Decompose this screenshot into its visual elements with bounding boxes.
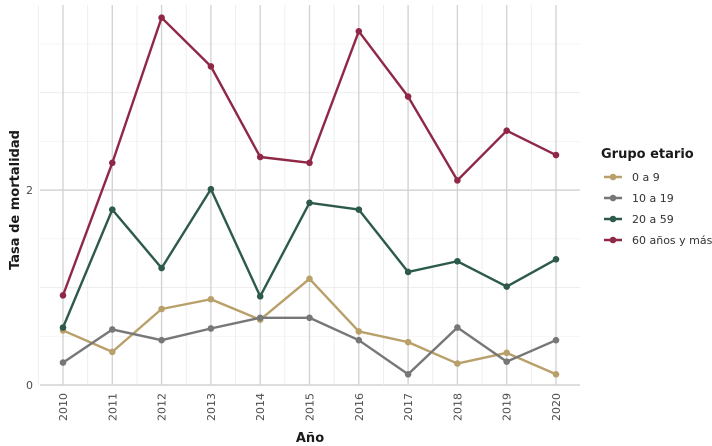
- legend-label: 60 años y más: [632, 234, 712, 247]
- data-point: [207, 295, 215, 303]
- data-point: [454, 177, 461, 184]
- data-point: [109, 326, 116, 333]
- x-axis-ticks: 2010 2011 2012 2013 2014 2015 2016 2017 2018 2019…: [57, 393, 563, 421]
- x-tick-label: 2013: [205, 393, 218, 421]
- x-tick-label: 2019: [501, 393, 514, 421]
- data-point: [552, 336, 560, 344]
- series-group: [59, 14, 560, 299]
- data-point: [454, 360, 461, 367]
- data-point: [503, 349, 511, 357]
- data-point: [59, 324, 67, 331]
- x-tick-label: 2015: [304, 393, 317, 421]
- data-point: [109, 348, 116, 356]
- data-point: [256, 293, 264, 300]
- y-tick-label: 2: [26, 184, 33, 197]
- data-point: [306, 159, 313, 167]
- legend-key-point: [609, 194, 617, 202]
- y-axis-title: Tasa de mortalidad: [8, 130, 23, 270]
- grid: [37, 5, 580, 386]
- data-point: [109, 159, 116, 167]
- legend-label: 20 a 59: [632, 213, 674, 226]
- data-point: [552, 370, 560, 378]
- series-group: [59, 314, 560, 378]
- data-point: [404, 268, 412, 276]
- data-point: [207, 325, 215, 332]
- data-point: [552, 256, 560, 263]
- data-point: [158, 14, 165, 21]
- data-point: [306, 199, 313, 207]
- data-point: [355, 336, 363, 344]
- legend-key-point: [609, 173, 617, 181]
- x-axis-title: Año: [296, 431, 324, 446]
- data-point: [306, 314, 313, 322]
- data-point: [109, 206, 116, 213]
- legend: Grupo etario 0 a 9 10 a 19 20 a 59 60 años …: [601, 147, 712, 247]
- data-point: [158, 336, 165, 344]
- x-tick-label: 2016: [353, 393, 366, 421]
- data-point: [207, 185, 215, 193]
- data-point: [158, 305, 165, 313]
- data-point: [503, 127, 511, 134]
- x-tick-label: 2017: [402, 393, 415, 421]
- data-point: [454, 257, 461, 265]
- legend-item: 0 a 9: [604, 171, 660, 184]
- data-point: [256, 153, 264, 161]
- data-point: [454, 324, 461, 331]
- legend-key-point: [609, 215, 617, 223]
- data-point: [355, 206, 363, 213]
- data-point: [552, 151, 560, 159]
- data-point: [355, 328, 363, 335]
- legend-item: 60 años y más: [604, 234, 712, 247]
- data-point: [404, 370, 412, 378]
- data-point: [355, 28, 363, 35]
- data-point: [404, 93, 412, 100]
- legend-label: 10 a 19: [632, 192, 674, 205]
- legend-key-point: [609, 236, 617, 244]
- data-point: [158, 264, 165, 272]
- data-point: [503, 283, 511, 290]
- data-point: [256, 314, 264, 322]
- x-tick-label: 2014: [254, 393, 267, 421]
- x-tick-label: 2018: [451, 393, 464, 421]
- legend-item: 10 a 19: [604, 192, 674, 205]
- legend-title: Grupo etario: [601, 147, 694, 162]
- x-tick-label: 2020: [550, 393, 563, 421]
- data-point: [503, 358, 511, 365]
- data-point: [59, 359, 67, 366]
- data-point: [306, 275, 313, 283]
- x-tick-label: 2012: [156, 393, 169, 421]
- data-point: [59, 292, 67, 299]
- series-group: [59, 185, 560, 331]
- x-tick-label: 2010: [57, 393, 70, 421]
- x-tick-label: 2011: [106, 393, 119, 421]
- legend-item: 20 a 59: [604, 213, 674, 226]
- legend-label: 0 a 9: [632, 171, 660, 184]
- series-lines: [59, 14, 560, 378]
- data-point: [207, 63, 215, 70]
- y-tick-label: 0: [26, 379, 33, 392]
- y-axis-ticks: 02: [26, 184, 33, 392]
- data-point: [404, 338, 412, 346]
